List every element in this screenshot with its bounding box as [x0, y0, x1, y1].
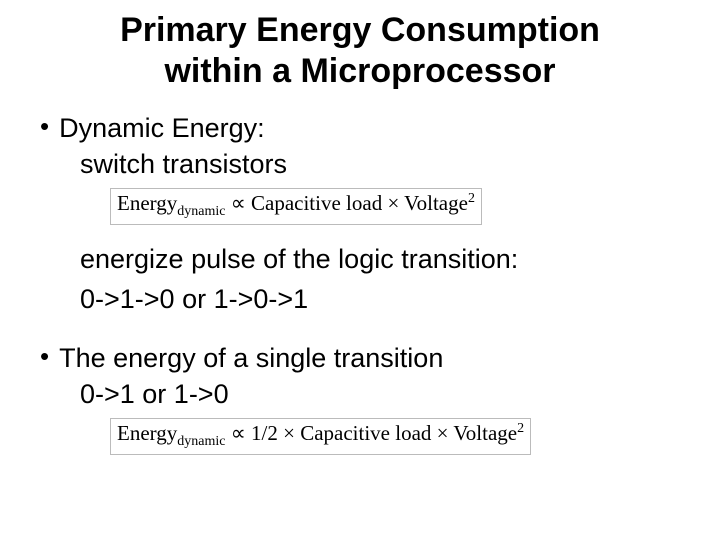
formula2-lhs: Energy [117, 421, 177, 445]
spacer [38, 231, 690, 241]
formula1-sub: dynamic [177, 205, 225, 220]
formula1-prop: ∝ [225, 191, 251, 215]
bullet-1-line-1: Dynamic Energy: [59, 110, 265, 146]
title-line-1: Primary Energy Consumption [120, 11, 600, 49]
bullet-icon: • [38, 110, 59, 144]
bullet-2-line-2: 0->1 or 1->0 [38, 376, 690, 412]
formula1-sup: 2 [468, 191, 475, 206]
formula2-rhs: Capacitive load × Voltage [300, 421, 517, 445]
formula2-sub: dynamic [177, 435, 225, 450]
formula2-half: 1/2 × [251, 421, 300, 445]
formula2-sup: 2 [517, 421, 524, 436]
formula-single-transition: Energydynamic ∝ 1/2 × Capacitive load × … [110, 418, 531, 454]
bullet-2-line-1: The energy of a single transition [59, 340, 443, 376]
bullet-item-1: • Dynamic Energy: [38, 110, 690, 146]
formula1-lhs: Energy [117, 191, 177, 215]
slide-title: Primary Energy Consumption within a Micr… [20, 10, 700, 92]
title-line-2: within a Microprocessor [164, 52, 555, 90]
para-1-line-2: 0->1->0 or 1->0->1 [38, 281, 690, 317]
formula2-prop: ∝ [225, 421, 251, 445]
bullet-icon: • [38, 340, 59, 374]
slide-body: • Dynamic Energy: switch transistors Ene… [20, 110, 700, 461]
para-1-line-1: energize pulse of the logic transition: [38, 241, 690, 277]
spacer [38, 322, 690, 340]
bullet-1-line-2: switch transistors [38, 146, 690, 182]
formula1-rhs: Capacitive load × Voltage [251, 191, 468, 215]
bullet-item-2: • The energy of a single transition [38, 340, 690, 376]
formula-dynamic-energy: Energydynamic ∝ Capacitive load × Voltag… [110, 188, 482, 224]
slide: Primary Energy Consumption within a Micr… [0, 0, 720, 540]
